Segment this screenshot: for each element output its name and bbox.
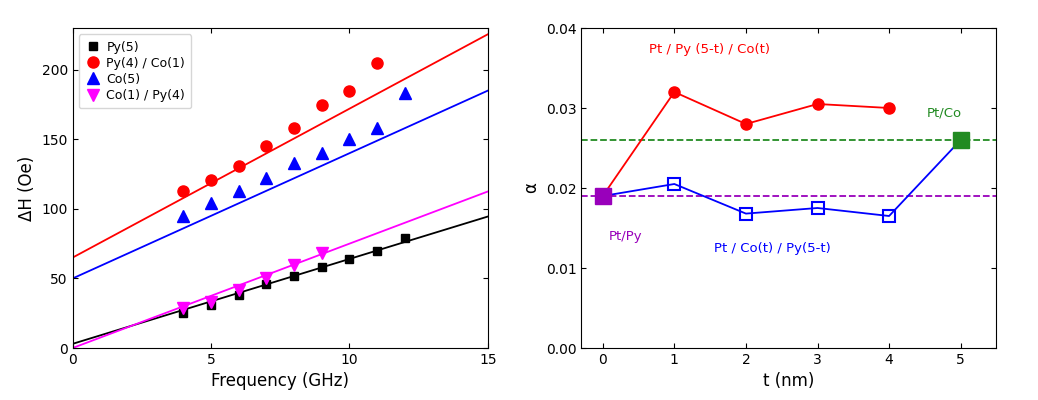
Line: Py(4) / Co(1): Py(4) / Co(1) [177, 57, 383, 196]
Text: Pt / Co(t) / Py(5-t): Pt / Co(t) / Py(5-t) [714, 242, 830, 256]
Text: Pt/Co: Pt/Co [926, 107, 961, 120]
Py(5) [316, 265, 328, 270]
Co(1) / Py(4) [288, 262, 300, 267]
Py(5) [177, 311, 190, 316]
Line: Py(5): Py(5) [180, 234, 409, 317]
Co(5) [233, 188, 245, 193]
Py(5) [371, 248, 383, 253]
Co(5) [261, 176, 273, 181]
Py(5) [204, 302, 217, 307]
X-axis label: t (nm): t (nm) [763, 372, 815, 390]
Py(5) [344, 256, 356, 261]
Line: Co(5): Co(5) [177, 88, 410, 221]
Py(5) [399, 236, 411, 240]
Co(1) / Py(4) [261, 276, 273, 281]
Py(4) / Co(1) [233, 163, 245, 168]
Py(4) / Co(1) [288, 126, 300, 130]
Legend: Py(5), Py(4) / Co(1), Co(5), Co(1) / Py(4): Py(5), Py(4) / Co(1), Co(5), Co(1) / Py(… [79, 34, 191, 108]
Text: Pt / Py (5-t) / Co(t): Pt / Py (5-t) / Co(t) [650, 43, 770, 56]
Text: Pt/Py: Pt/Py [608, 230, 643, 242]
X-axis label: Frequency (GHz): Frequency (GHz) [212, 372, 349, 390]
Co(1) / Py(4) [233, 287, 245, 292]
Py(5) [288, 273, 300, 278]
Line: Co(1) / Py(4): Co(1) / Py(4) [177, 248, 327, 313]
Py(4) / Co(1) [344, 88, 356, 93]
Py(4) / Co(1) [261, 144, 273, 149]
Y-axis label: α: α [522, 182, 540, 194]
Py(4) / Co(1) [177, 188, 190, 193]
Co(5) [204, 201, 217, 206]
Co(5) [371, 126, 383, 130]
Py(5) [261, 282, 273, 286]
Py(4) / Co(1) [204, 177, 217, 182]
Py(5) [233, 293, 245, 298]
Co(5) [316, 151, 328, 156]
Co(1) / Py(4) [316, 251, 328, 256]
Co(5) [288, 160, 300, 165]
Co(5) [344, 137, 356, 142]
Py(4) / Co(1) [316, 102, 328, 107]
Co(5) [177, 214, 190, 218]
Y-axis label: ΔH (Oe): ΔH (Oe) [18, 155, 36, 221]
Co(1) / Py(4) [177, 305, 190, 310]
Co(1) / Py(4) [204, 300, 217, 304]
Co(5) [399, 91, 411, 96]
Py(4) / Co(1) [371, 60, 383, 65]
